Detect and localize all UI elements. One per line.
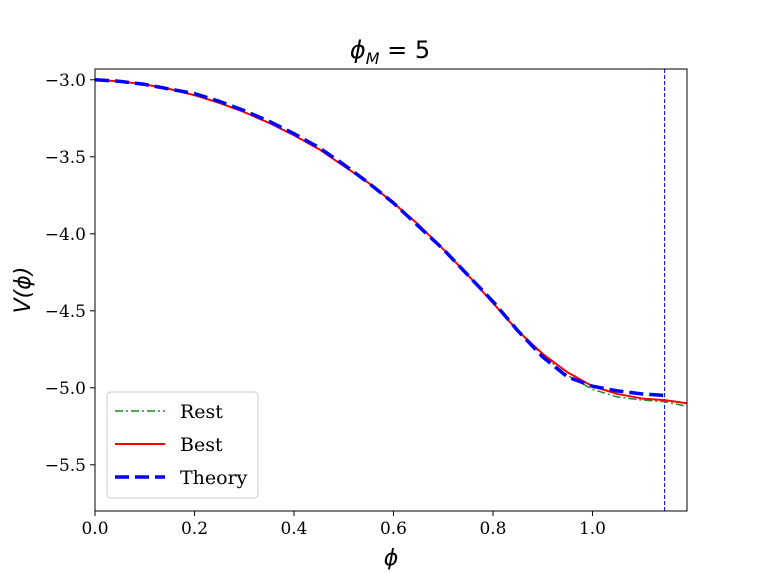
legend-box [106, 391, 259, 499]
y-tick-label: −4.5 [45, 302, 86, 322]
legend-label-rest: Rest [180, 401, 223, 423]
x-axis-label: ϕ [384, 546, 399, 571]
chart-title-main: ϕ [350, 36, 366, 64]
series-line-theory [95, 78, 665, 398]
y-axis-label: V(ϕ) [11, 267, 36, 314]
x-tick-label: 0.4 [280, 519, 307, 539]
y-tick-label: −3.5 [45, 148, 86, 168]
plot-area [94, 68, 688, 512]
chart-title-sub: M [366, 49, 380, 68]
plot-frame [94, 68, 688, 512]
y-tick-label: −3.0 [45, 71, 86, 91]
x-tick-label: 0.6 [380, 519, 407, 539]
legend-label-theory: Theory [180, 467, 248, 489]
y-tick-label: −4.0 [45, 225, 86, 245]
y-axis-ticks: −3.0 −3.5 −4.0 −4.5 −5.0 −5.5 [45, 71, 95, 476]
x-tick-label: 0.2 [181, 519, 208, 539]
chart-title-rest: = 5 [380, 36, 431, 64]
x-tick-label: 0.0 [81, 519, 108, 539]
series-lines [95, 78, 687, 408]
y-tick-label: −5.5 [45, 456, 86, 476]
y-tick-label: −5.0 [45, 379, 86, 399]
chart-title: ϕM = 5 [350, 36, 430, 68]
x-tick-label: 1.0 [579, 519, 606, 539]
x-axis-ticks: 0.0 0.2 0.4 0.6 0.8 1.0 [81, 511, 606, 539]
legend-label-best: Best [180, 434, 223, 456]
legend: Rest Best Theory [106, 391, 259, 499]
x-tick-label: 0.8 [479, 519, 506, 539]
